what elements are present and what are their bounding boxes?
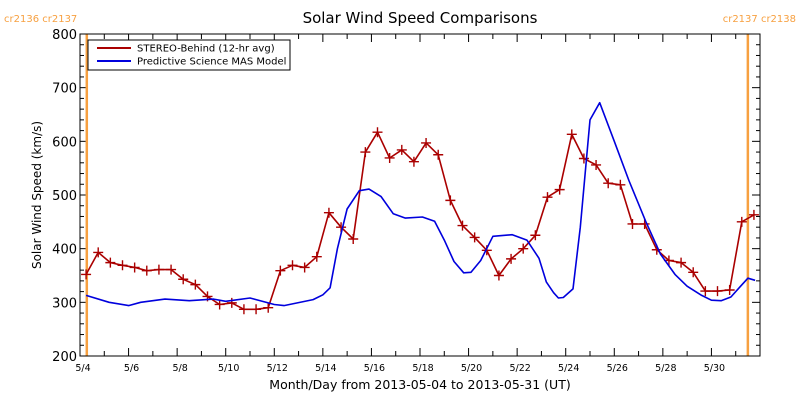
stereo-data-point xyxy=(615,179,626,190)
mas-model-line xyxy=(85,101,756,307)
legend-box xyxy=(87,39,291,71)
stereo-data-point xyxy=(421,137,432,148)
stereo-data-point xyxy=(251,304,262,315)
x-tick-label: 5/20 xyxy=(461,363,482,374)
stereo-data-point xyxy=(117,260,128,271)
stereo-data-point xyxy=(700,286,711,297)
stereo-data-point xyxy=(384,152,395,163)
y-tick-label: 500 xyxy=(52,189,77,204)
x-axis-label: Month/Day from 2013-05-04 to 2013-05-31 … xyxy=(269,377,570,392)
stereo-data-point xyxy=(129,262,140,273)
stereo-data-point xyxy=(190,279,201,290)
stereo-data-point xyxy=(591,159,602,170)
legend-label-mas-model: Predictive Science MAS Model xyxy=(137,57,286,68)
stereo-data-point xyxy=(141,265,152,276)
x-tick-label: 5/16 xyxy=(364,363,385,374)
stereo-data-point xyxy=(81,269,92,280)
stereo-line xyxy=(85,131,755,311)
stereo-data-point xyxy=(518,243,529,254)
stereo-data-point xyxy=(166,264,177,275)
x-tick-label: 5/10 xyxy=(218,363,239,374)
chart-title: Solar Wind Speed Comparisons xyxy=(303,9,538,27)
x-tick-label: 5/12 xyxy=(267,363,288,374)
stereo-data-point xyxy=(323,207,334,218)
x-tick-label: 5/30 xyxy=(704,363,725,374)
x-tick-label: 5/14 xyxy=(315,363,336,374)
plot-series xyxy=(81,101,759,315)
stereo-data-point xyxy=(724,284,735,295)
x-tick-label: 5/6 xyxy=(124,363,139,374)
carrington-label: cr2136 cr2137 xyxy=(4,14,77,25)
stereo-data-point xyxy=(457,220,468,231)
legend: STEREO-Behind (12-hr avg) Predictive Sci… xyxy=(87,39,291,71)
carrington-boundary-lines xyxy=(85,34,750,356)
axis-ticks: 200 300 400 500 600 700 800 5/4 5/6 5/8 5/10 5/12 5/… xyxy=(52,28,761,374)
stereo-data-point xyxy=(287,260,298,271)
y-tick-label: 300 xyxy=(52,296,77,311)
stereo-data-point xyxy=(506,253,517,264)
y-tick-label: 200 xyxy=(52,350,77,365)
stereo-data-point xyxy=(238,304,249,315)
x-tick-label: 5/4 xyxy=(75,363,90,374)
stereo-data-point xyxy=(275,265,286,276)
x-tick-label: 5/24 xyxy=(558,363,579,374)
x-tick-label: 5/8 xyxy=(172,363,187,374)
stereo-data-point xyxy=(748,209,759,220)
carrington-label: cr2137 cr2138 xyxy=(723,14,796,25)
stereo-data-point xyxy=(360,147,371,158)
stereo-data-point xyxy=(372,127,383,138)
stereo-data-point xyxy=(566,129,577,140)
carrington-labels: cr2136 cr2137 cr2137 cr2138 xyxy=(4,14,796,25)
stereo-data-point xyxy=(603,178,614,189)
stereo-data-point xyxy=(627,218,638,229)
x-tick-label: 5/18 xyxy=(412,363,433,374)
y-tick-label: 600 xyxy=(52,135,77,150)
x-tick-label: 5/26 xyxy=(607,363,628,374)
stereo-data-point xyxy=(311,251,322,262)
y-axis-label: Solar Wind Speed (km/s) xyxy=(30,121,44,269)
stereo-data-point xyxy=(226,297,237,308)
stereo-data-point xyxy=(688,267,699,278)
x-tick-label: 5/22 xyxy=(509,363,530,374)
stereo-data-point xyxy=(554,184,565,195)
stereo-data-point xyxy=(396,144,407,155)
legend-label-stereo: STEREO-Behind (12-hr avg) xyxy=(137,44,275,55)
stereo-data-point xyxy=(493,270,504,281)
plot-frame xyxy=(79,33,761,357)
stereo-data-point xyxy=(676,257,687,268)
stereo-data-point xyxy=(299,262,310,273)
y-tick-label: 400 xyxy=(52,243,77,258)
x-tick-label: 5/28 xyxy=(655,363,676,374)
stereo-data-point xyxy=(445,195,456,206)
stereo-data-point xyxy=(214,299,225,310)
y-tick-label: 800 xyxy=(52,28,77,43)
stereo-data-point xyxy=(153,264,164,275)
y-tick-label: 700 xyxy=(52,82,77,97)
stereo-data-point xyxy=(736,216,747,227)
stereo-data-point xyxy=(93,247,104,258)
stereo-data-point xyxy=(105,257,116,268)
stereo-data-point xyxy=(408,156,419,167)
stereo-data-point xyxy=(530,230,541,241)
stereo-data-point xyxy=(178,274,189,285)
stereo-data-point xyxy=(542,192,553,203)
stereo-data-point xyxy=(348,234,359,245)
stereo-data-point xyxy=(433,149,444,160)
stereo-data-point xyxy=(469,232,480,243)
stereo-data-point xyxy=(712,286,723,297)
stereo-data-point xyxy=(263,302,274,313)
